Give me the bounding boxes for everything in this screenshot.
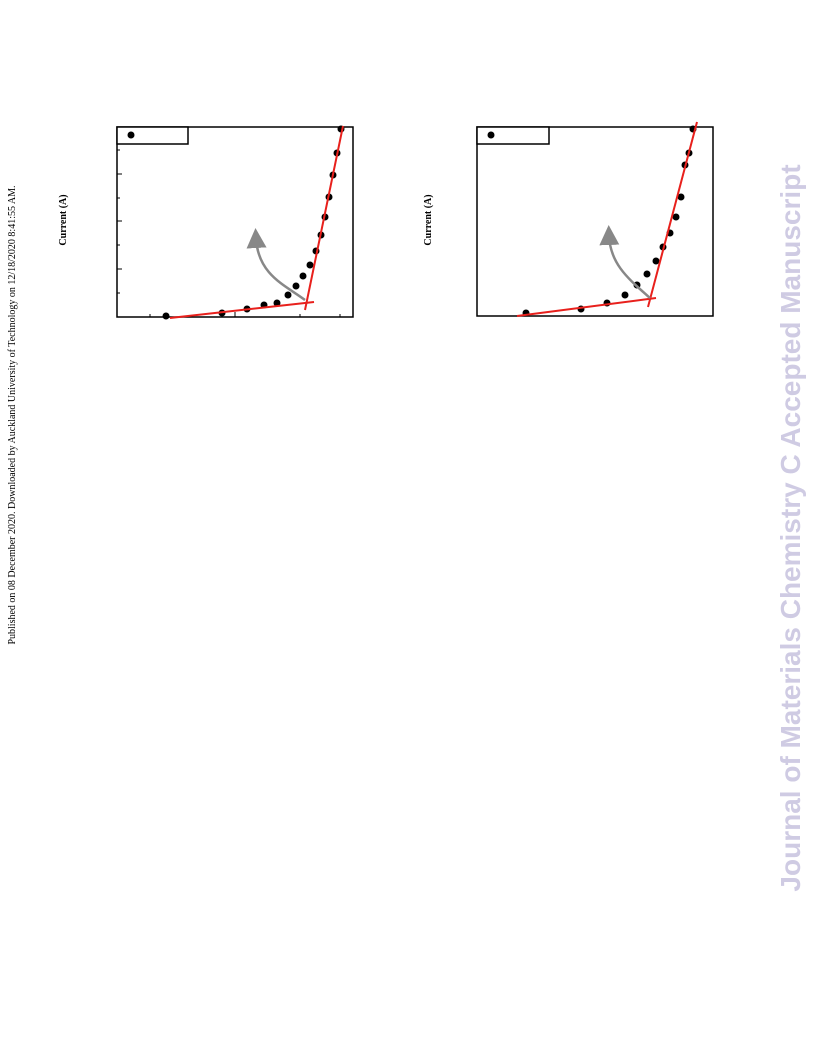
- plot-frame: [476, 126, 714, 317]
- watermark: Journal of Materials Chemistry C Accepte…: [775, 164, 806, 891]
- arrow: [599, 225, 651, 299]
- fit-lines: [516, 121, 698, 317]
- y-axis-label: Current (A): [423, 194, 434, 245]
- legend-marker: [127, 131, 135, 139]
- legend-box: [116, 126, 189, 145]
- arrow: [246, 228, 306, 302]
- plot-frame: [116, 126, 354, 318]
- figure-2: Current (A): [423, 121, 714, 317]
- legend-box: [476, 126, 550, 145]
- ticks: [117, 149, 341, 317]
- legend-marker: [487, 131, 495, 139]
- data-points: [162, 125, 345, 320]
- y-axis-label: Current (A): [58, 194, 69, 245]
- published-note: Published on 08 December 2020. Downloade…: [7, 185, 18, 644]
- fit-lines: [169, 125, 344, 319]
- figure-1: Current (A): [58, 125, 354, 320]
